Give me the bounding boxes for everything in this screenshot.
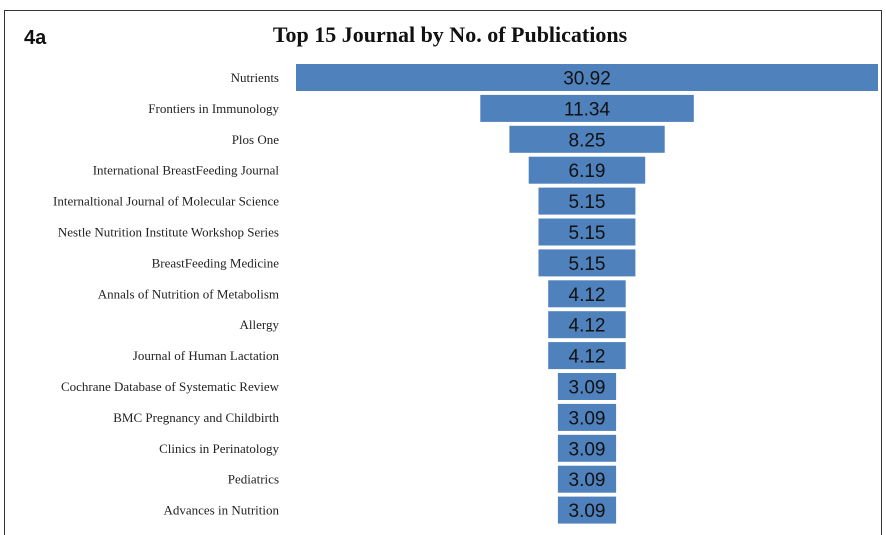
data-label-3: 8.25 (569, 130, 606, 151)
category-label-13: Clinics in Perinatology (159, 441, 279, 456)
data-label-2: 11.34 (564, 99, 611, 120)
data-label-13: 3.09 (569, 439, 606, 460)
figure-frame (4, 10, 882, 535)
data-label-12: 3.09 (569, 408, 606, 429)
bar-14 (557, 465, 617, 493)
bar-13 (557, 434, 617, 462)
data-label-4: 6.19 (569, 161, 606, 182)
category-label-9: Allergy (240, 317, 280, 332)
panel-label: 4a (24, 27, 47, 49)
bar-10 (548, 342, 626, 370)
data-label-8: 4.12 (569, 285, 606, 306)
data-label-14: 3.09 (569, 470, 606, 491)
data-label-11: 3.09 (569, 378, 606, 399)
category-label-12: BMC Pregnancy and Childbirth (113, 410, 279, 425)
bar-3 (509, 125, 665, 153)
category-label-15: Advances in Nutrition (163, 503, 279, 518)
data-label-6: 5.15 (569, 223, 606, 244)
data-label-9: 4.12 (569, 316, 606, 337)
bar-9 (548, 311, 626, 339)
bar-6 (538, 218, 636, 246)
data-label-1: 30.92 (563, 69, 611, 90)
category-label-11: Cochrane Database of Systematic Review (61, 379, 280, 394)
bar-11 (557, 373, 617, 400)
category-label-4: International BreastFeeding Journal (93, 163, 280, 178)
data-label-10: 4.12 (569, 347, 606, 368)
bar-2 (480, 94, 694, 122)
data-label-5: 5.15 (569, 192, 606, 213)
category-label-1: Nutrients (231, 70, 279, 85)
category-label-6: Nestle Nutrition Institute Workshop Seri… (58, 225, 279, 240)
data-label-15: 3.09 (569, 501, 606, 522)
bar-15 (557, 496, 617, 524)
bar-7 (538, 249, 636, 277)
category-label-8: Annals of Nutrition of Metabolism (98, 286, 279, 301)
category-label-14: Pediatrics (228, 472, 279, 487)
chart-title: Top 15 Journal by No. of Publications (272, 22, 628, 47)
bar-12 (557, 403, 617, 431)
category-label-7: BreastFeeding Medicine (152, 255, 280, 270)
data-label-7: 5.15 (569, 254, 606, 275)
bar-5 (538, 187, 636, 215)
category-label-5: Internaltional Journal of Molecular Scie… (53, 194, 279, 209)
category-label-10: Journal of Human Lactation (133, 348, 280, 363)
bar-1 (296, 64, 878, 91)
category-label-3: Plos One (232, 132, 280, 147)
category-label-2: Frontiers in Immunology (148, 101, 279, 116)
bar-8 (548, 280, 626, 308)
bar-4 (528, 156, 646, 184)
